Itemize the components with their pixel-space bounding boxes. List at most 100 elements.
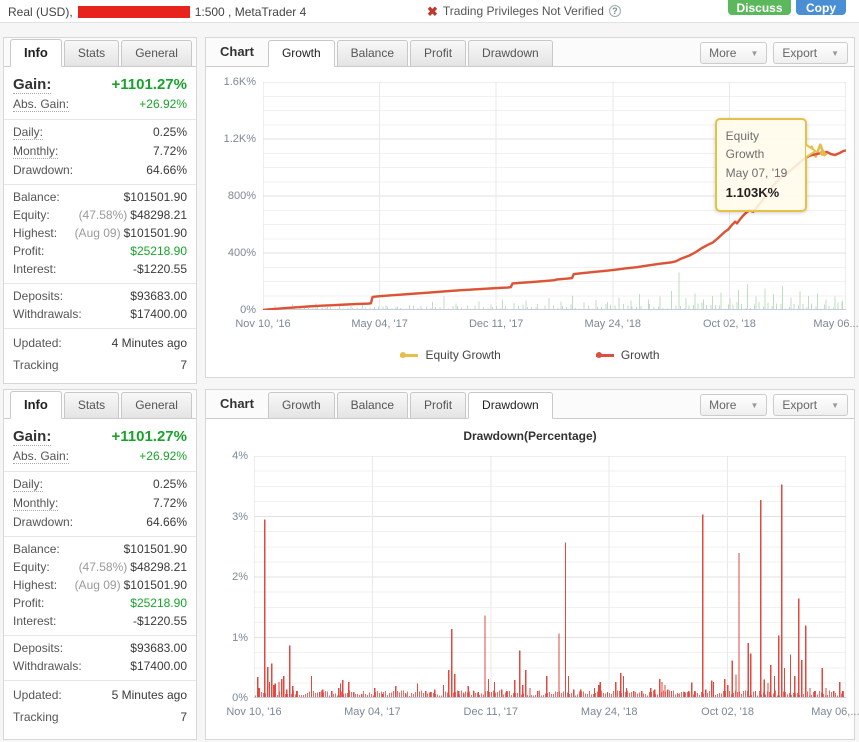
stat-label[interactable]: Gain: (13, 76, 52, 94)
stat-tabstrip: Info Stats General (4, 38, 196, 67)
chart-tab-drawdown[interactable]: Drawdown (468, 40, 553, 67)
stat-label: Profit: (13, 244, 45, 258)
y-axis-tick: 400% (227, 247, 256, 259)
chart-tab-balance[interactable]: Balance (336, 392, 409, 419)
chart-tab-balance[interactable]: Balance (336, 40, 409, 67)
stat-label[interactable]: Abs. Gain: (13, 449, 70, 464)
legend-line-icon (400, 352, 419, 358)
stat-value: $25218.90 (130, 244, 187, 258)
stat-row: Balance: $101501.90 (4, 188, 196, 206)
y-axis-tick: 800% (227, 190, 256, 202)
stat-row: Profit: $25218.90 (4, 594, 196, 612)
stat-value: -$1220.55 (132, 614, 187, 628)
legend-item-equity-growth[interactable]: Equity Growth (400, 348, 501, 362)
stat-label[interactable]: Daily: (13, 477, 44, 492)
x-axis-tick: May 24, '18 (580, 706, 638, 718)
x-axis-tick: Oct 02, '18 (702, 318, 756, 330)
legend-item-growth[interactable]: Growth (595, 348, 660, 362)
chart-tab-growth[interactable]: Growth (267, 392, 335, 419)
drawdown-chart-tabstrip: Chart Growth Balance Profit Drawdown More ▼ Exp… (206, 390, 854, 419)
stat-row: Abs. Gain: +26.92% (4, 95, 196, 114)
stat-row: Daily: 0.25% (4, 475, 196, 494)
tab-stats[interactable]: Stats (63, 392, 120, 419)
account-leverage-platform: 1:500 , MetaTrader 4 (194, 4, 307, 19)
drawdown-chart-area[interactable]: Drawdown(Percentage) 4% 3% 2% 1% 0% Nov 10, '… (206, 419, 859, 740)
chart-tab-drawdown[interactable]: Drawdown (468, 392, 553, 419)
tab-info[interactable]: Info (10, 391, 62, 419)
stat-section: Deposits: $93683.00 Withdrawals: $17400.00 (4, 635, 196, 680)
trading-privileges-warning: ✖ Trading Privileges Not Verified ? (427, 4, 621, 18)
chart-tab-growth[interactable]: Growth (267, 40, 335, 67)
x-axis-tick: May 24, '18 (584, 318, 642, 330)
stat-label: Withdrawals: (13, 307, 82, 321)
stat-label: Drawdown: (13, 515, 74, 529)
tab-general[interactable]: General (121, 40, 192, 67)
stat-value: -$1220.55 (132, 262, 187, 276)
stat-row: Drawdown: 64.66% (4, 513, 196, 531)
x-axis-tick: Dec 11, '17 (468, 318, 524, 330)
y-axis-tick: 2% (232, 571, 248, 583)
stat-value: $25218.90 (130, 596, 187, 610)
stat-section: Balance: $101501.90 Equity: (47.58%) $48298.… (4, 184, 196, 283)
export-button[interactable]: Export ▼ (773, 394, 848, 416)
x-axis-tick: May 06,... (811, 706, 859, 718)
stat-label: Equity: (13, 560, 50, 574)
warning-text: Trading Privileges Not Verified (442, 4, 604, 18)
stat-row: Tracking 7 (4, 706, 196, 728)
stat-label[interactable]: Abs. Gain: (13, 97, 70, 112)
stat-body: Gain: +1101.27% Abs. Gain: +26.92% Daily: 0.2… (4, 419, 196, 733)
stat-row: Balance: $101501.90 (4, 540, 196, 558)
stat-tabstrip: Info Stats General (4, 390, 196, 419)
tooltip-date: May 07, '19 (725, 166, 788, 180)
stat-label[interactable]: Gain: (13, 428, 52, 446)
export-button[interactable]: Export ▼ (773, 42, 848, 64)
y-axis-tick: 1% (232, 631, 248, 644)
stat-value-prefix: (47.58%) (78, 560, 128, 574)
stat-label[interactable]: Daily: (13, 125, 44, 140)
stat-label: Interest: (13, 614, 57, 628)
stat-section: Gain: +1101.27% Abs. Gain: +26.92% (4, 421, 196, 471)
growth-chart-area[interactable]: Equity Growth May 07, '19 1.103K% 1.6K% 1… (206, 67, 859, 378)
warning-x-icon: ✖ (427, 3, 438, 19)
chart-tab-profit[interactable]: Profit (410, 392, 467, 419)
stat-row: Tracking 7 (4, 354, 196, 376)
drawdown-chart-panel: Chart Growth Balance Profit Drawdown More ▼ Exp… (205, 389, 859, 740)
drawdown-plot[interactable] (254, 456, 846, 698)
stat-value: 7.72% (152, 496, 187, 510)
stat-section: Daily: 0.25% Monthly: 7.72% Drawdown: 64.66% (4, 119, 196, 184)
stat-row: Deposits: $93683.00 (4, 287, 196, 305)
stat-value: 0.25% (152, 125, 187, 139)
x-axis-tick: May 06... (813, 318, 859, 330)
top-account-bar: Real (USD), 1:500 , MetaTrader 4 ✖ Tradi… (0, 0, 859, 23)
stat-label: Balance: (13, 190, 60, 204)
tab-stats[interactable]: Stats (63, 40, 120, 67)
copy-button[interactable]: Copy (796, 0, 846, 15)
stat-section: Deposits: $93683.00 Withdrawals: $17400.00 (4, 283, 196, 328)
stat-row: Highest: (Aug 09) $101501.90 (4, 224, 196, 242)
stat-label: Highest: (13, 578, 58, 592)
more-button[interactable]: More ▼ (700, 394, 768, 416)
more-button[interactable]: More ▼ (700, 42, 768, 64)
stat-row: Withdrawals: $17400.00 (4, 657, 196, 675)
stat-label: Deposits: (13, 289, 64, 303)
x-axis-tick: Oct 02, '18 (701, 706, 755, 718)
discuss-button[interactable]: Discuss (728, 0, 791, 15)
growth-chart-panel: Chart Growth Balance Profit Drawdown More ▼ Exp… (205, 37, 859, 378)
help-icon[interactable]: ? (608, 5, 621, 17)
stat-value: 64.66% (146, 515, 187, 529)
stat-value: 64.66% (146, 163, 187, 177)
chart-panel-label: Chart (220, 44, 254, 59)
stat-row: Deposits: $93683.00 (4, 639, 196, 657)
chart-header-buttons: More ▼ Export ▼ (700, 394, 848, 416)
stat-row: Withdrawals: $17400.00 (4, 305, 196, 323)
stat-value: $93683.00 (130, 289, 187, 303)
chart-tab-profit[interactable]: Profit (410, 40, 467, 67)
stat-row: Monthly: 7.72% (4, 494, 196, 513)
stat-label[interactable]: Monthly: (13, 496, 59, 511)
stat-label[interactable]: Monthly: (13, 144, 59, 159)
stat-value: $93683.00 (130, 641, 187, 655)
x-axis-tick: Nov 10, '16 (226, 706, 282, 718)
stat-value: $101501.90 (123, 542, 187, 556)
tab-info[interactable]: Info (10, 39, 62, 67)
tab-general[interactable]: General (121, 392, 192, 419)
